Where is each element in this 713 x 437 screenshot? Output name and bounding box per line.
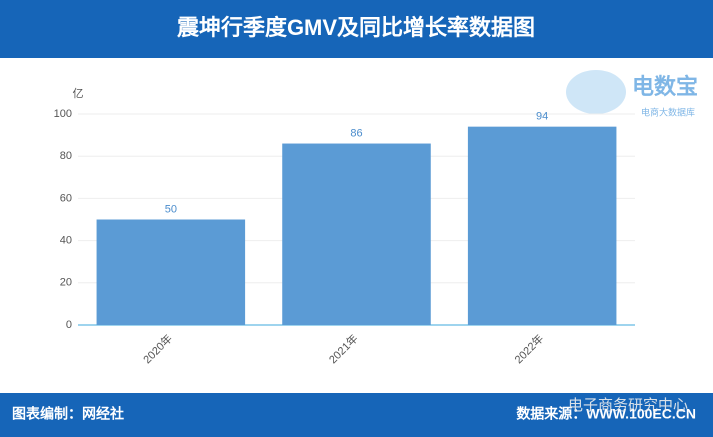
data-label: 94 xyxy=(536,111,548,123)
y-tick-label: 100 xyxy=(54,108,72,120)
logo-cloud xyxy=(566,70,626,114)
logo-name: 电数宝 xyxy=(632,74,698,99)
y-tick-label: 40 xyxy=(60,235,72,247)
data-label: 50 xyxy=(165,203,177,215)
logo-subtitle: 电商大数据库 xyxy=(641,106,695,117)
y-tick-label: 0 xyxy=(66,319,72,331)
y-tick-label: 60 xyxy=(60,192,72,204)
y-axis-label: 亿 xyxy=(73,87,84,100)
y-tick-label: 80 xyxy=(60,150,72,162)
y-tick-label: 20 xyxy=(60,277,72,289)
bar xyxy=(96,219,246,325)
bar xyxy=(282,143,431,325)
header-bar xyxy=(0,0,713,58)
chart-title: 震坤行季度GMV及同比增长率数据图 xyxy=(177,15,535,40)
watermark: 电子商务研究中心 xyxy=(568,397,688,414)
data-label: 86 xyxy=(350,127,362,139)
bar xyxy=(467,126,617,325)
footer-left: 图表编制：网经社 xyxy=(12,406,124,422)
footer-right: 数据来源：WWW.100EC.CN xyxy=(516,406,696,422)
footer-bar xyxy=(0,393,713,437)
